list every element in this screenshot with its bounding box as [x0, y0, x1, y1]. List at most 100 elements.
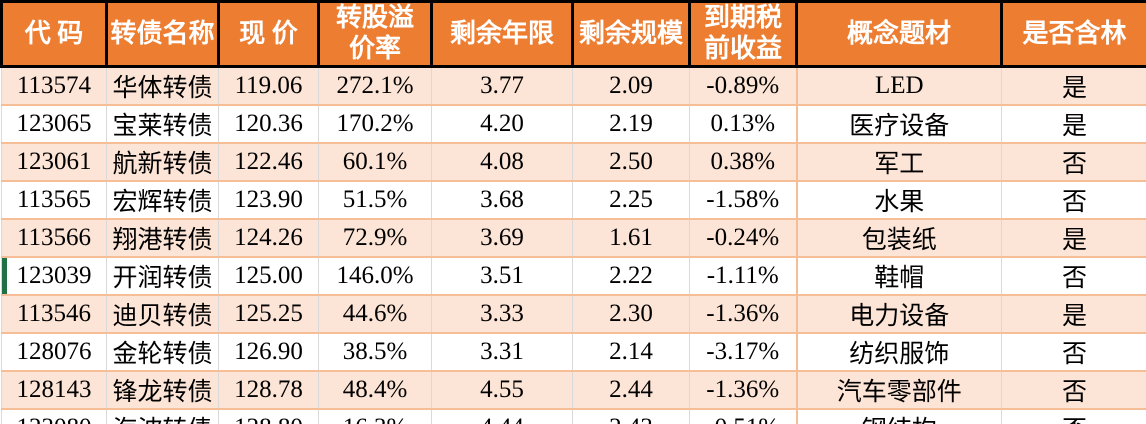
cell-name[interactable]: 海波转债 — [106, 408, 219, 424]
cell-flag[interactable]: 否 — [1001, 332, 1146, 372]
cell-theme[interactable]: 电力设备 — [796, 294, 1002, 334]
cell-code[interactable]: 123080 — [1, 408, 107, 424]
cell-size[interactable]: 2.43 — [572, 408, 690, 424]
cell-premium[interactable]: 38.5% — [318, 332, 432, 372]
cell-ytm[interactable]: -1.36% — [689, 370, 798, 410]
cell-ytm[interactable]: -1.58% — [689, 180, 798, 220]
column-header-years[interactable]: 剩余年限 — [430, 0, 574, 68]
cell-price[interactable]: 125.00 — [218, 256, 319, 296]
cell-flag[interactable]: 是 — [1001, 294, 1146, 334]
cell-code[interactable]: 128076 — [1, 332, 107, 372]
cell-flag[interactable]: 否 — [1001, 370, 1146, 410]
cell-years[interactable]: 4.55 — [431, 370, 573, 410]
cell-price[interactable]: 124.26 — [218, 218, 319, 258]
cell-flag[interactable]: 否 — [1001, 408, 1146, 424]
cell-flag[interactable]: 是 — [1001, 104, 1146, 144]
cell-size[interactable]: 2.50 — [572, 142, 690, 182]
cell-size[interactable]: 2.22 — [572, 256, 690, 296]
cell-flag[interactable]: 否 — [1001, 142, 1146, 182]
cell-ytm[interactable]: -1.36% — [689, 294, 798, 334]
cell-theme[interactable]: LED — [796, 65, 1002, 106]
cell-size[interactable]: 2.19 — [572, 104, 690, 144]
cell-price[interactable]: 120.36 — [218, 104, 319, 144]
cell-code[interactable]: 113574 — [1, 65, 107, 106]
cell-price[interactable]: 125.25 — [218, 294, 319, 334]
column-header-flag[interactable]: 是否含林 — [1000, 0, 1146, 68]
cell-ytm[interactable]: -0.89% — [689, 65, 798, 106]
cell-size[interactable]: 2.09 — [572, 65, 690, 106]
cell-flag[interactable]: 是 — [1001, 218, 1146, 258]
cell-size[interactable]: 2.14 — [572, 332, 690, 372]
cell-theme[interactable]: 医疗设备 — [796, 104, 1002, 144]
column-header-code[interactable]: 代 码 — [0, 0, 108, 68]
column-header-price[interactable]: 现 价 — [217, 0, 320, 68]
cell-code[interactable]: 123061 — [1, 142, 107, 182]
cell-premium[interactable]: 51.5% — [318, 180, 432, 220]
cell-premium[interactable]: 170.2% — [318, 104, 432, 144]
cell-premium[interactable]: 72.9% — [318, 218, 432, 258]
cell-years[interactable]: 4.20 — [431, 104, 573, 144]
cell-ytm[interactable]: -1.11% — [689, 256, 798, 296]
cell-price[interactable]: 128.80 — [218, 408, 319, 424]
cell-code[interactable]: 113565 — [1, 180, 107, 220]
cell-ytm[interactable]: 0.13% — [689, 104, 798, 144]
cell-years[interactable]: 3.33 — [431, 294, 573, 334]
cell-size[interactable]: 1.61 — [572, 218, 690, 258]
cell-name[interactable]: 开润转债 — [106, 256, 219, 296]
cell-premium[interactable]: 16.3% — [318, 408, 432, 424]
column-header-ytm[interactable]: 到期税 前收益 — [688, 0, 798, 68]
cell-ytm[interactable]: -0.24% — [689, 218, 798, 258]
column-header-name[interactable]: 转债名称 — [105, 0, 220, 68]
cell-flag[interactable]: 是 — [1001, 65, 1146, 106]
cell-ytm[interactable]: 0.38% — [689, 142, 798, 182]
cell-price[interactable]: 122.46 — [218, 142, 319, 182]
cell-flag[interactable]: 否 — [1001, 256, 1146, 296]
cell-years[interactable]: 4.44 — [431, 408, 573, 424]
column-header-premium[interactable]: 转股溢 价率 — [317, 0, 433, 68]
cell-premium[interactable]: 272.1% — [318, 65, 432, 106]
table-row: 113546 迪贝转债 125.25 44.6% 3.33 2.30 -1.36% 电力设备是 — [1, 294, 1146, 334]
cell-ytm[interactable]: -3.17% — [689, 332, 798, 372]
cell-years[interactable]: 3.51 — [431, 256, 573, 296]
cell-price[interactable]: 119.06 — [218, 65, 319, 106]
cell-size[interactable]: 2.44 — [572, 370, 690, 410]
cell-theme[interactable]: 汽车零部件 — [796, 370, 1002, 410]
cell-name[interactable]: 锋龙转债 — [106, 370, 219, 410]
cell-theme[interactable]: 钢结构 — [796, 408, 1002, 424]
cell-price[interactable]: 128.78 — [218, 370, 319, 410]
cell-ytm[interactable]: -0.51% — [689, 408, 798, 424]
cell-code[interactable]: 113546 — [1, 294, 107, 334]
cell-code[interactable]: 123039 — [1, 256, 107, 296]
cell-size[interactable]: 2.30 — [572, 294, 690, 334]
cell-years[interactable]: 3.68 — [431, 180, 573, 220]
cell-theme[interactable]: 鞋帽 — [796, 256, 1002, 296]
cell-name[interactable]: 宏辉转债 — [106, 180, 219, 220]
cell-years[interactable]: 3.77 — [431, 65, 573, 106]
cell-code[interactable]: 113566 — [1, 218, 107, 258]
cell-theme[interactable]: 包装纸 — [796, 218, 1002, 258]
cell-theme[interactable]: 军工 — [796, 142, 1002, 182]
cell-theme[interactable]: 水果 — [796, 180, 1002, 220]
cell-name[interactable]: 华体转债 — [106, 65, 219, 106]
cell-name[interactable]: 宝莱转债 — [106, 104, 219, 144]
cell-code[interactable]: 123065 — [1, 104, 107, 144]
cell-premium[interactable]: 44.6% — [318, 294, 432, 334]
cell-price[interactable]: 123.90 — [218, 180, 319, 220]
cell-years[interactable]: 3.69 — [431, 218, 573, 258]
cell-premium[interactable]: 60.1% — [318, 142, 432, 182]
cell-name[interactable]: 航新转债 — [106, 142, 219, 182]
cell-flag[interactable]: 否 — [1001, 180, 1146, 220]
cell-name[interactable]: 迪贝转债 — [106, 294, 219, 334]
cell-years[interactable]: 3.31 — [431, 332, 573, 372]
cell-years[interactable]: 4.08 — [431, 142, 573, 182]
cell-theme[interactable]: 纺织服饰 — [796, 332, 1002, 372]
cell-premium[interactable]: 48.4% — [318, 370, 432, 410]
cell-name[interactable]: 翔港转债 — [106, 218, 219, 258]
cell-price[interactable]: 126.90 — [218, 332, 319, 372]
column-header-theme[interactable]: 概念题材 — [795, 0, 1003, 68]
cell-size[interactable]: 2.25 — [572, 180, 690, 220]
cell-code[interactable]: 128143 — [1, 370, 107, 410]
cell-name[interactable]: 金轮转债 — [106, 332, 219, 372]
column-header-size[interactable]: 剩余规模 — [571, 0, 691, 68]
cell-premium[interactable]: 146.0% — [318, 256, 432, 296]
